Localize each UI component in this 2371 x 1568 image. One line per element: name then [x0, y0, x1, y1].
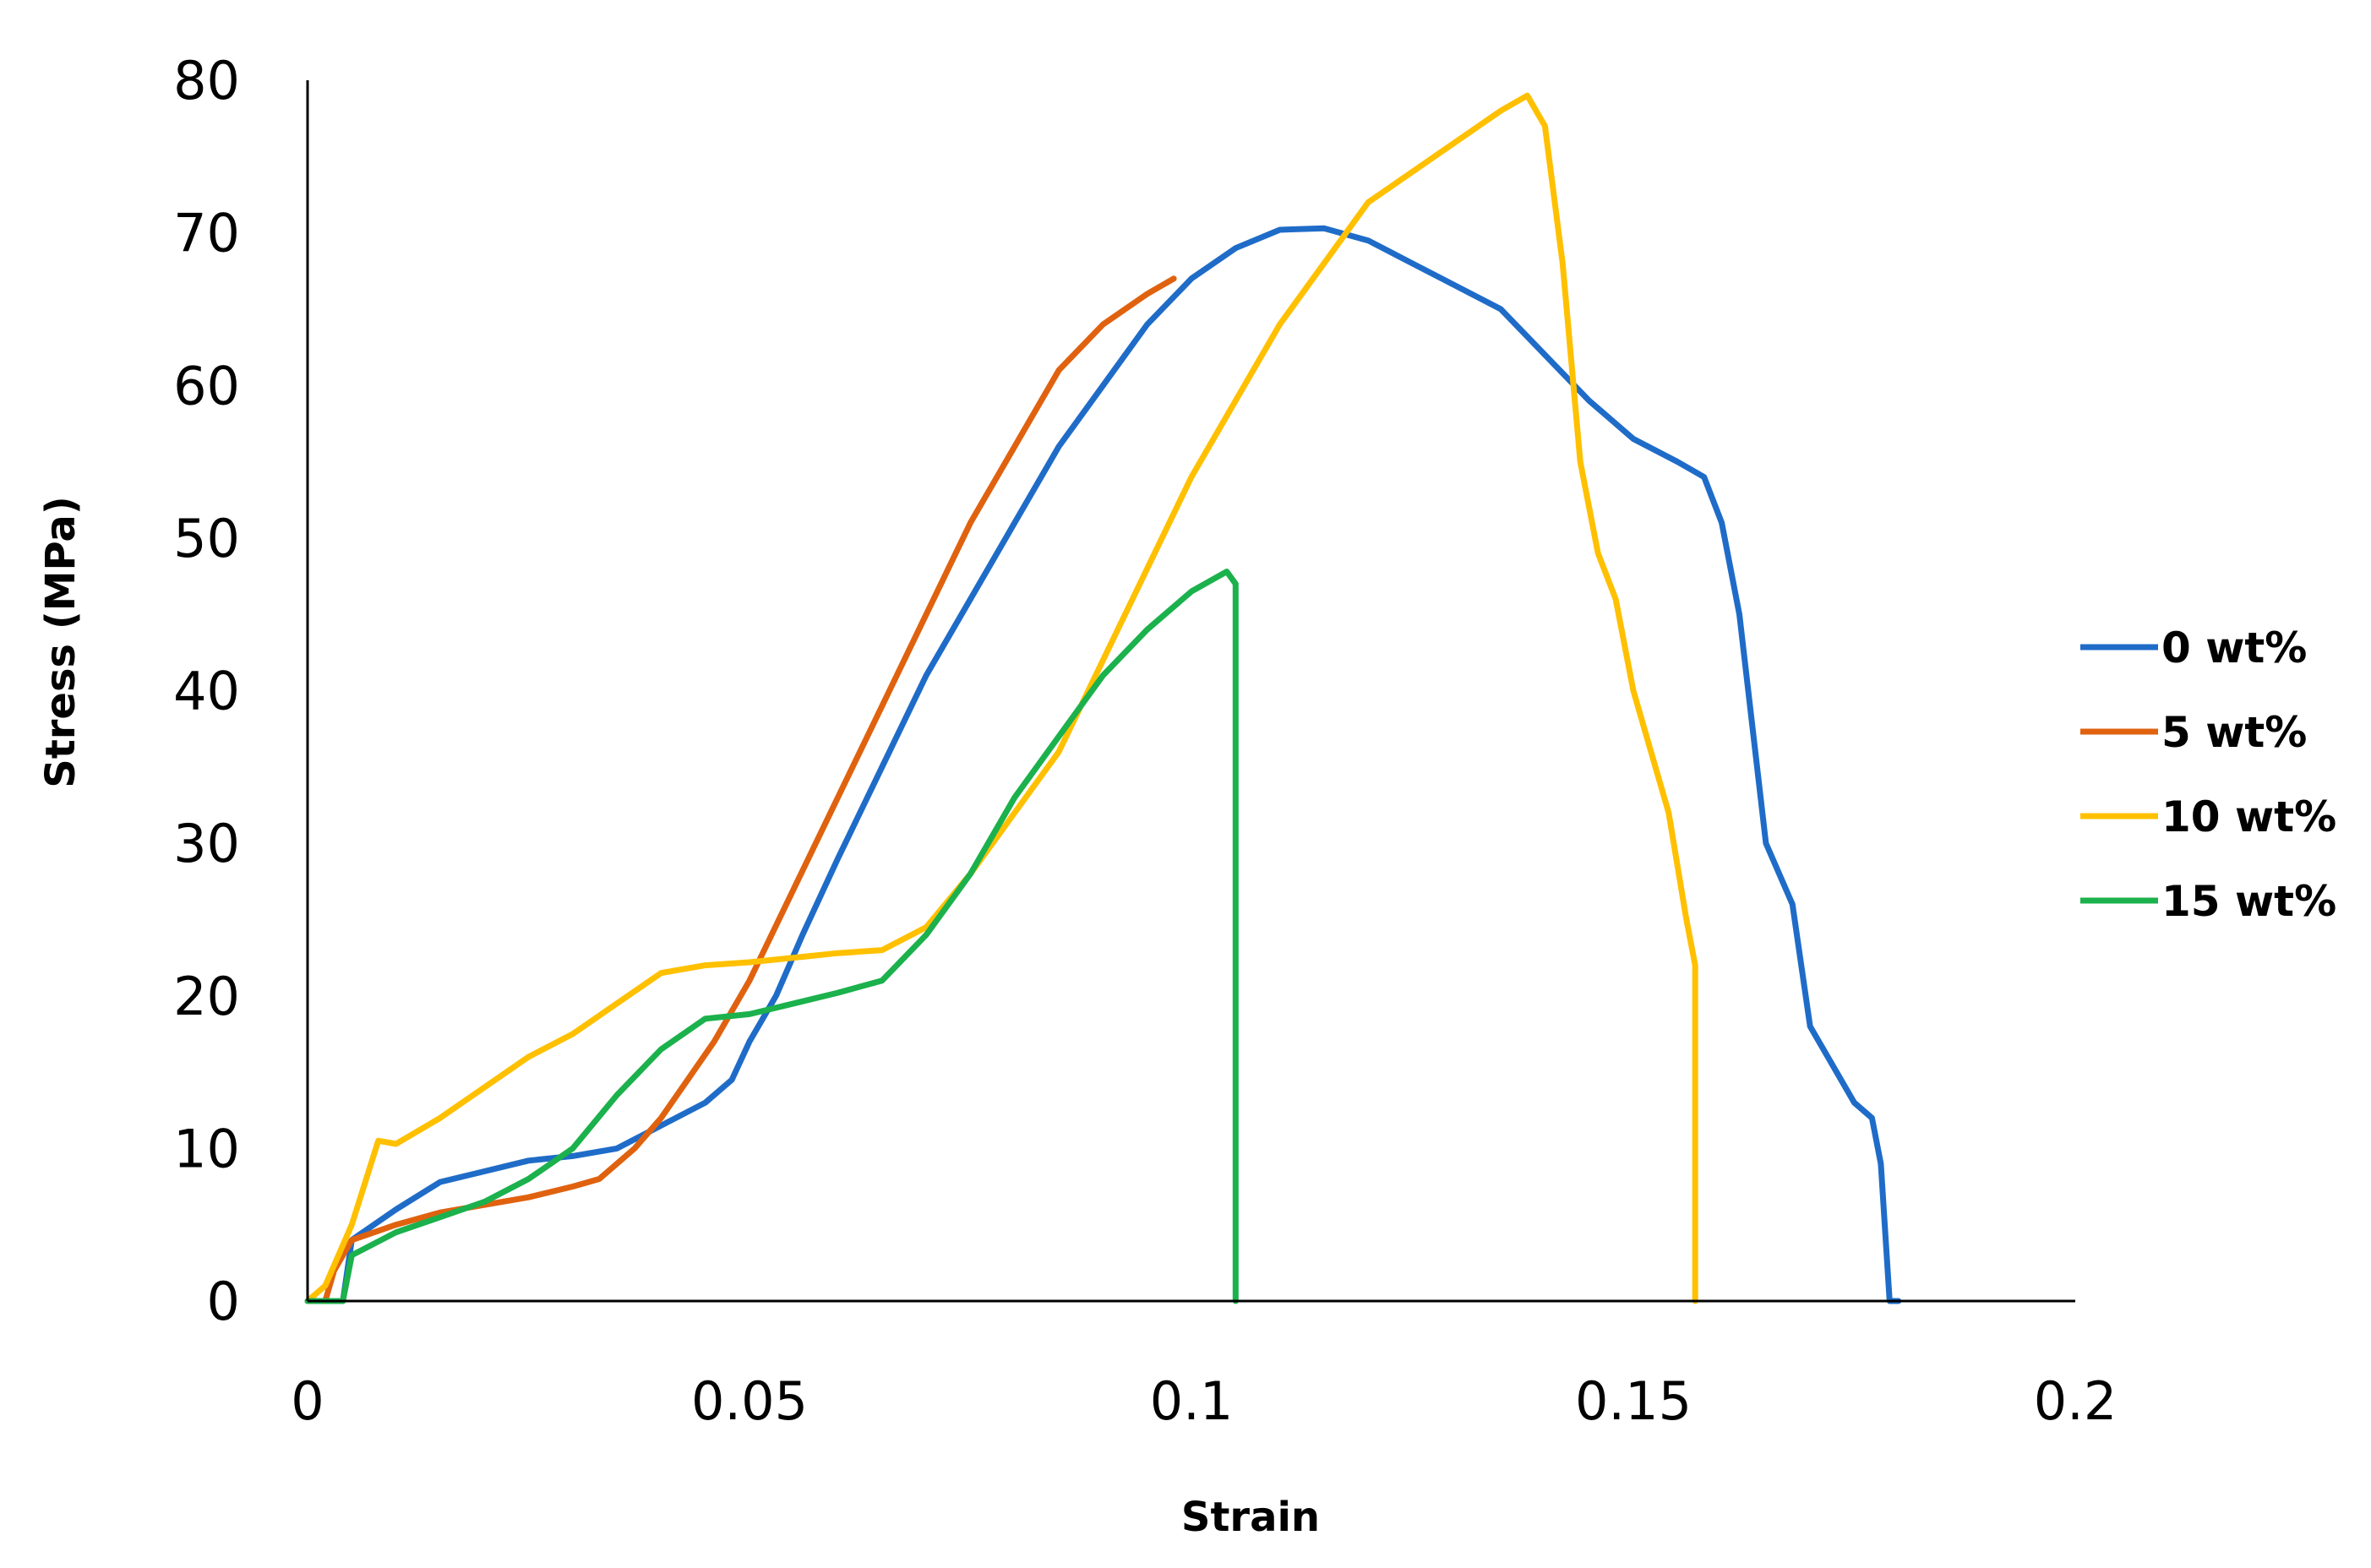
- legend-label: 10 wt%: [2161, 792, 2336, 841]
- legend: 0 wt% 5 wt% 10 wt% 15 wt%: [2080, 623, 2336, 926]
- y-tick-label: 20: [173, 966, 240, 1027]
- x-tick-label: 0.05: [691, 1370, 808, 1432]
- y-tick-label: 40: [173, 661, 240, 722]
- series-line-10-wt: [304, 92, 1698, 1304]
- y-tick-label: 80: [173, 50, 240, 112]
- y-axis-title: Stress (MPa): [37, 496, 84, 788]
- y-tick-label: 10: [173, 1118, 240, 1179]
- x-tick-label: 0.2: [2034, 1370, 2118, 1432]
- x-tick-label: 0: [291, 1370, 324, 1432]
- y-tick-label: 60: [173, 355, 240, 416]
- legend-label: 0 wt%: [2161, 623, 2307, 672]
- x-axis-title: Strain: [1181, 1494, 1320, 1541]
- y-tick-labels: 0 10 20 30 40 50 60 70 80: [173, 50, 240, 1332]
- series-line-0-wt: [304, 225, 1902, 1304]
- series-layer: [304, 92, 1902, 1304]
- x-tick-label: 0.15: [1575, 1370, 1692, 1432]
- series-line-15-wt: [304, 569, 1239, 1304]
- y-tick-label: 30: [173, 813, 240, 874]
- y-tick-label: 50: [173, 508, 240, 569]
- y-tick-label: 0: [207, 1271, 240, 1332]
- y-tick-label: 70: [173, 203, 240, 264]
- series-line-5-wt: [322, 275, 1177, 1304]
- legend-label: 15 wt%: [2161, 877, 2336, 926]
- x-tick-label: 0.1: [1150, 1370, 1234, 1432]
- legend-label: 5 wt%: [2161, 708, 2307, 757]
- x-tick-labels: 0 0.05 0.1 0.15 0.2: [291, 1370, 2117, 1432]
